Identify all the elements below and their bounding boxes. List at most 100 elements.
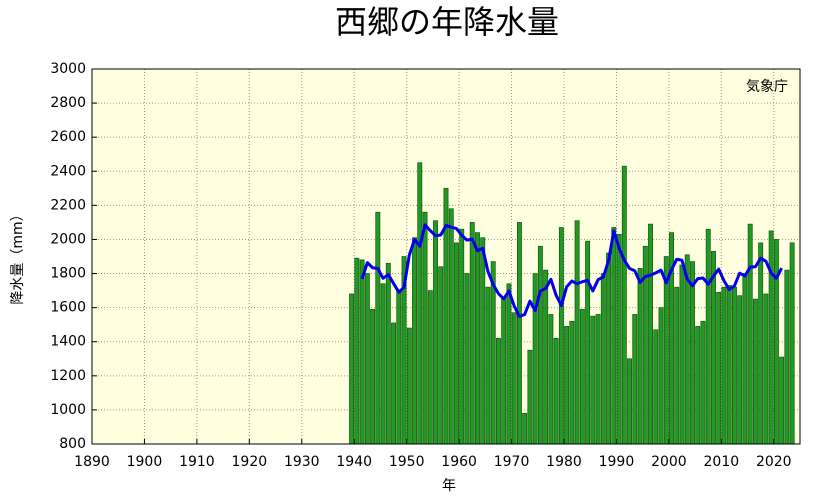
bar <box>448 208 454 445</box>
bar <box>543 269 549 445</box>
y-tick-label: 1000 <box>50 402 86 418</box>
x-tick-label: 2000 <box>651 454 687 470</box>
bar <box>412 237 417 445</box>
y-tick-label: 2600 <box>50 129 86 145</box>
bar <box>716 291 722 445</box>
x-tick-label: 2010 <box>704 454 740 470</box>
y-tick-label: 1600 <box>50 300 86 316</box>
bar <box>616 233 622 445</box>
bar <box>506 283 512 445</box>
bar <box>758 242 764 445</box>
bar <box>375 211 381 445</box>
x-tick-label: 1990 <box>599 454 635 470</box>
bar <box>726 285 732 445</box>
bar <box>548 314 554 445</box>
bar <box>768 230 774 445</box>
bar <box>558 227 564 445</box>
bar <box>433 220 438 445</box>
bar <box>385 262 391 445</box>
bar <box>653 329 659 445</box>
chart-title: 西郷の年降水量 <box>335 3 559 41</box>
bar <box>632 314 638 445</box>
bar <box>469 222 475 445</box>
bar <box>731 286 737 445</box>
bar <box>742 273 748 445</box>
bar <box>480 237 486 445</box>
bar <box>721 286 727 445</box>
bar <box>537 245 543 445</box>
y-tick-label: 2000 <box>50 231 86 247</box>
moving-average-line <box>360 223 783 318</box>
bar <box>763 293 769 445</box>
bar <box>679 264 685 445</box>
x-tick-label: 1960 <box>441 454 477 470</box>
bar <box>454 242 459 445</box>
bar <box>422 211 428 445</box>
bar <box>585 240 591 445</box>
bar <box>359 259 365 445</box>
bar <box>590 315 596 445</box>
bar <box>705 228 711 445</box>
bar <box>464 273 470 445</box>
y-tick-label: 3000 <box>50 61 86 77</box>
bar <box>522 412 528 445</box>
x-tick-label: 1970 <box>494 454 530 470</box>
y-axis-label: 降水量（mm） <box>10 207 26 304</box>
bar <box>406 327 412 445</box>
x-tick-label: 1920 <box>232 454 268 470</box>
bar <box>495 337 501 445</box>
y-tick-label: 1200 <box>50 368 86 384</box>
bar <box>569 320 575 445</box>
bar <box>485 286 491 445</box>
bar <box>637 268 643 445</box>
x-tick-label: 1950 <box>389 454 425 470</box>
bar <box>674 286 680 445</box>
x-tick-label: 1940 <box>336 454 372 470</box>
y-tick-label: 1400 <box>50 334 86 350</box>
x-tick-label: 1900 <box>127 454 163 470</box>
bar <box>600 273 606 445</box>
y-tick-label: 2400 <box>50 163 86 179</box>
bar <box>391 322 397 445</box>
bar <box>621 165 627 445</box>
annotation: 気象庁 <box>746 79 788 95</box>
y-tick-label: 800 <box>59 436 86 452</box>
bar <box>789 242 795 445</box>
x-tick-label: 1910 <box>179 454 215 470</box>
bar <box>611 227 617 445</box>
x-tick-label: 1980 <box>546 454 582 470</box>
bar <box>690 261 695 445</box>
bar <box>438 266 444 445</box>
x-axis-label: 年 <box>442 478 456 494</box>
y-tick-label: 2800 <box>50 95 86 111</box>
bar <box>773 239 779 445</box>
bar <box>784 269 790 445</box>
bar <box>349 293 355 445</box>
bar <box>648 223 653 445</box>
x-tick-label: 1890 <box>74 454 110 470</box>
bar <box>511 312 517 445</box>
bar <box>752 298 758 445</box>
bar <box>532 273 538 445</box>
bar <box>663 256 669 445</box>
bar <box>527 349 533 445</box>
bar <box>501 297 507 445</box>
bar <box>574 220 580 445</box>
x-tick-label: 2020 <box>756 454 792 470</box>
bar <box>700 320 706 445</box>
bar <box>658 307 664 445</box>
bar <box>747 223 753 445</box>
bar <box>370 308 376 445</box>
bar <box>737 295 743 445</box>
plot-frame <box>91 68 801 445</box>
bar <box>579 308 585 445</box>
bar <box>475 232 480 445</box>
bar <box>396 290 402 445</box>
y-tick-label: 1800 <box>50 266 86 282</box>
bar <box>459 228 465 445</box>
bar <box>553 337 559 445</box>
bar <box>364 273 370 445</box>
bar <box>695 326 701 445</box>
